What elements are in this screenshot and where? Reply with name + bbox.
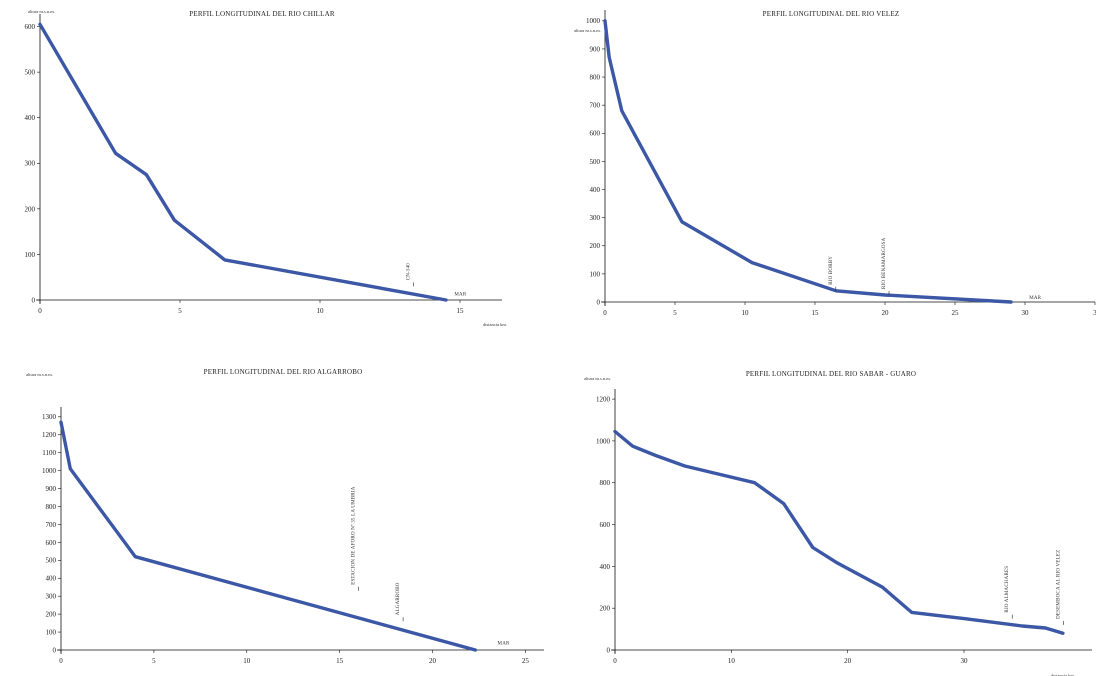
- x-tick-label: 0: [613, 657, 617, 665]
- x-tick-label: 25: [522, 657, 530, 665]
- chart-chillar: PERFIL LONGITUDINAL DEL RIO CHILLAR altur…: [0, 0, 548, 338]
- y-tick-label: 0: [32, 296, 36, 304]
- x-tick-label: 15: [336, 657, 344, 665]
- y-tick-label: 900: [590, 45, 601, 53]
- chart-velez: PERFIL LONGITUDINAL DEL RIO VELEZ altura …: [548, 0, 1096, 338]
- chart-title: PERFIL LONGITUDINAL DEL RIO CHILLAR: [189, 10, 335, 18]
- y-tick-label: 800: [600, 479, 611, 487]
- x-tick-label: 15: [457, 307, 465, 315]
- x-tick-label: 5: [152, 657, 156, 665]
- chart-title: PERFIL LONGITUDINAL DEL RIO VELEZ: [763, 10, 900, 18]
- y-tick-label: 500: [46, 557, 57, 565]
- annotation-label: ESTACION DE AFORO Nº 35 LA UMBRIA: [351, 486, 357, 585]
- y-tick-label: 300: [590, 214, 601, 222]
- chart-algarrobo: PERFIL LONGITUDINAL DEL RIO ALGARROBO alt…: [0, 338, 548, 676]
- y-tick-label: 300: [25, 160, 36, 168]
- y-tick-label: 400: [46, 575, 57, 583]
- y-tick-label: 500: [590, 158, 601, 166]
- y-tick-label: 900: [46, 485, 57, 493]
- y-tick-label: 1300: [42, 413, 57, 421]
- y-tick-label: 700: [46, 521, 57, 529]
- x-tick-label: 20: [844, 657, 852, 665]
- profile-line: [40, 24, 446, 300]
- y-tick-label: 1000: [586, 17, 601, 25]
- y-tick-label: 600: [46, 539, 57, 547]
- x-tick-label: 10: [317, 307, 325, 315]
- y-tick-label: 200: [25, 205, 36, 213]
- annotation-label: RIO BENAMARGOSA: [882, 237, 887, 289]
- y-tick-label: 600: [590, 130, 601, 138]
- y-tick-label: 0: [597, 298, 601, 306]
- y-tick-label: 600: [25, 23, 36, 31]
- y-tick-label: 600: [600, 521, 611, 529]
- chart-title: PERFIL LONGITUDINAL DEL RIO ALGARROBO: [204, 368, 363, 376]
- y-tick-label: 1200: [42, 431, 57, 439]
- y-tick-label: 200: [600, 605, 611, 613]
- y-tick-label: 100: [46, 628, 57, 636]
- y-tick-label: 1100: [42, 449, 56, 457]
- annotation-label: MAR: [1029, 296, 1041, 301]
- x-tick-label: 25: [952, 309, 960, 317]
- x-tick-label: 15: [812, 309, 820, 317]
- y-tick-label: 200: [590, 242, 601, 250]
- annotation-label: RIO BORBY: [829, 256, 834, 285]
- y-axis-label: altura m.s.n.m.: [584, 376, 611, 381]
- y-tick-label: 400: [590, 186, 601, 194]
- profile-line: [615, 432, 1063, 634]
- profile-line: [605, 21, 1011, 302]
- x-tick-label: 10: [742, 309, 750, 317]
- x-tick-label: 5: [178, 307, 182, 315]
- y-tick-label: 200: [46, 611, 57, 619]
- y-tick-label: 300: [46, 593, 57, 601]
- x-tick-label: 20: [882, 309, 890, 317]
- y-axis-label: altura m.s.n.m.: [28, 9, 55, 14]
- chart-title: PERFIL LONGITUDINAL DEL RIO SABAR - GUAR…: [746, 370, 916, 378]
- x-tick-label: 0: [603, 309, 607, 317]
- y-tick-label: 800: [590, 73, 601, 81]
- x-tick-label: 30: [1022, 309, 1030, 317]
- x-tick-label: 0: [59, 657, 63, 665]
- annotation-label: MAR: [454, 292, 466, 297]
- y-tick-label: 700: [590, 102, 601, 110]
- x-tick-label: 20: [429, 657, 437, 665]
- y-tick-label: 500: [25, 69, 36, 77]
- y-tick-label: 1000: [42, 467, 57, 475]
- annotation-label: ALGARROBO: [396, 582, 401, 615]
- x-axis-label: distancia km.: [483, 322, 507, 327]
- annotation-label: MAR: [498, 642, 510, 647]
- annotation-label: DESEMBOCA AL RIO VELEZ: [1056, 550, 1061, 619]
- y-tick-label: 1200: [596, 395, 611, 403]
- y-tick-label: 1000: [596, 437, 611, 445]
- y-tick-label: 0: [53, 646, 57, 654]
- x-tick-label: 5: [673, 309, 677, 317]
- x-tick-label: 30: [961, 657, 969, 665]
- annotation-label: CN-340: [407, 263, 412, 281]
- y-axis-label: altura m.s.n.m.: [574, 28, 601, 33]
- x-tick-label: 10: [728, 657, 736, 665]
- y-tick-label: 800: [46, 503, 57, 511]
- y-tick-label: 0: [607, 646, 611, 654]
- chart-sabar-guaro: PERFIL LONGITUDINAL DEL RIO SABAR - GUAR…: [548, 338, 1096, 676]
- y-axis-label: altura m.s.n.m.: [26, 372, 53, 377]
- profile-line: [61, 422, 475, 650]
- x-tick-label: 10: [243, 657, 251, 665]
- y-tick-label: 100: [590, 270, 601, 278]
- y-tick-label: 100: [25, 251, 36, 259]
- annotation-label: RIO ALMACHARES: [1005, 566, 1010, 613]
- y-tick-label: 400: [600, 563, 611, 571]
- y-tick-label: 400: [25, 114, 36, 122]
- x-tick-label: 0: [38, 307, 42, 315]
